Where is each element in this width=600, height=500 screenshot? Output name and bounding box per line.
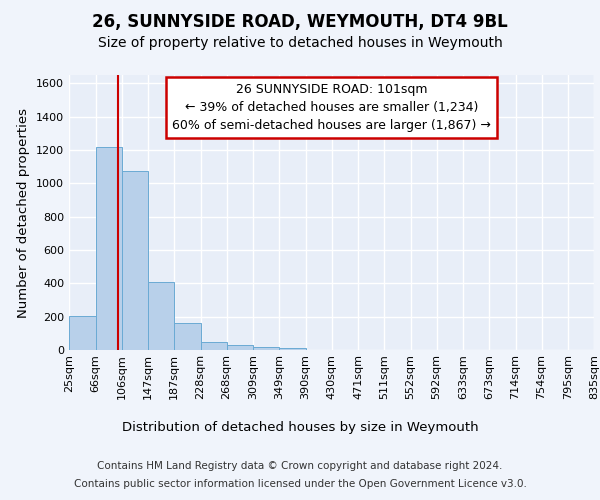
Text: Distribution of detached houses by size in Weymouth: Distribution of detached houses by size … (122, 421, 478, 434)
Bar (121, 171, 148, 350)
Bar (69, 316, 95, 350)
Y-axis label: Number of detached properties: Number of detached properties (17, 108, 31, 318)
Text: 26, SUNNYSIDE ROAD, WEYMOUTH, DT4 9BL: 26, SUNNYSIDE ROAD, WEYMOUTH, DT4 9BL (92, 14, 508, 32)
Text: Contains public sector information licensed under the Open Government Licence v3: Contains public sector information licen… (74, 479, 526, 489)
Bar (200, 342, 227, 350)
Bar (227, 346, 253, 350)
Text: 26 SUNNYSIDE ROAD: 101sqm
← 39% of detached houses are smaller (1,234)
60% of se: 26 SUNNYSIDE ROAD: 101sqm ← 39% of detac… (172, 83, 491, 132)
Bar (95, 146, 121, 350)
Bar (148, 282, 174, 350)
Text: Contains HM Land Registry data © Crown copyright and database right 2024.: Contains HM Land Registry data © Crown c… (97, 461, 503, 471)
Bar (174, 324, 200, 350)
Bar (253, 347, 279, 350)
Bar (279, 348, 305, 350)
Text: Size of property relative to detached houses in Weymouth: Size of property relative to detached ho… (98, 36, 502, 50)
